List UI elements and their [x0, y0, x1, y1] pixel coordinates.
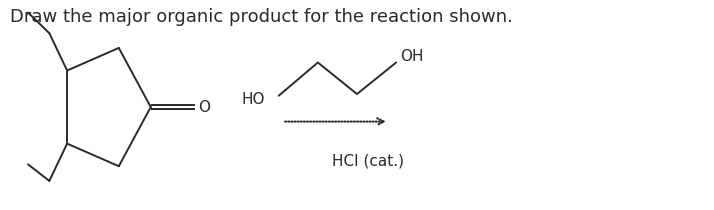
- Text: Draw the major organic product for the reaction shown.: Draw the major organic product for the r…: [10, 8, 513, 26]
- Text: OH: OH: [400, 49, 423, 64]
- Text: O: O: [198, 100, 210, 115]
- Text: HCI (cat.): HCI (cat.): [332, 154, 404, 168]
- Text: HO: HO: [242, 92, 266, 107]
